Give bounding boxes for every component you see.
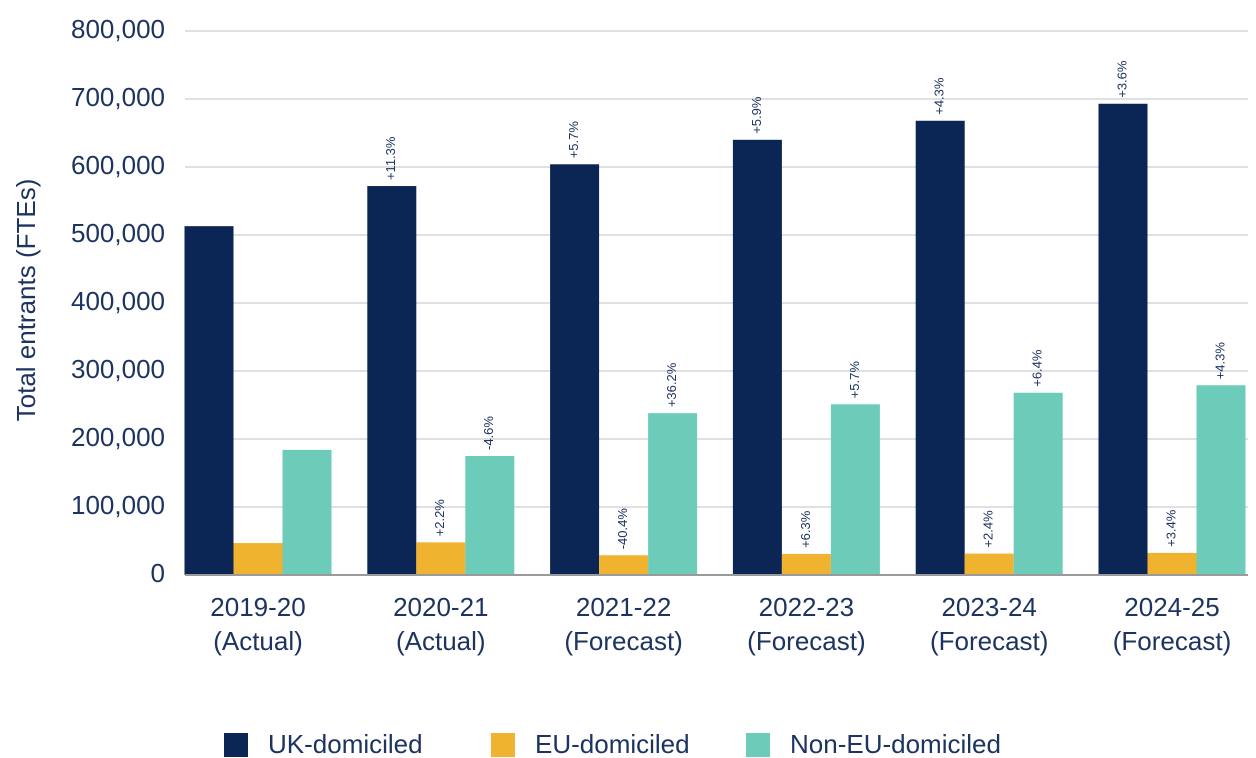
- bar: [233, 543, 283, 575]
- bar: [781, 553, 831, 575]
- change-label: +3.6%: [1114, 60, 1129, 98]
- bar: [599, 555, 649, 575]
- bar: [184, 226, 234, 575]
- y-tick-label: 0: [151, 558, 165, 588]
- y-tick-label: 800,000: [71, 14, 165, 44]
- bar: [1098, 103, 1148, 575]
- x-tick-label: 2022-23 (Forecast): [747, 592, 866, 656]
- bar: [465, 456, 515, 575]
- x-tick-label: 2024-25 (Forecast): [1112, 592, 1232, 656]
- bar: [1013, 392, 1063, 575]
- change-label: -4.6%: [481, 416, 496, 450]
- change-label: +5.7%: [847, 361, 862, 399]
- x-tick-label: 2020-21 (Actual): [393, 592, 489, 656]
- bar: [915, 120, 965, 575]
- bar: [1147, 552, 1197, 575]
- legend-label: EU-domiciled: [535, 729, 690, 758]
- bar: [367, 186, 417, 576]
- change-label: +2.4%: [981, 510, 996, 548]
- y-tick-label: 200,000: [71, 422, 165, 452]
- bar: [1196, 385, 1246, 575]
- legend-label: Non-EU-domiciled: [790, 729, 1001, 758]
- bar: [732, 139, 782, 576]
- change-label: +4.3%: [932, 77, 947, 115]
- change-label: +6.3%: [798, 510, 813, 548]
- y-tick-label: 700,000: [71, 82, 165, 112]
- change-label: +5.9%: [749, 96, 764, 134]
- x-tick-label: 2023-24 (Forecast): [929, 592, 1049, 656]
- change-label: +2.2%: [432, 499, 447, 537]
- y-tick-label: 100,000: [71, 490, 165, 520]
- bar: [416, 542, 466, 575]
- x-tick-label: 2019-20 (Actual): [210, 592, 306, 656]
- change-label: +5.7%: [566, 121, 581, 159]
- x-tick-label: 2021-22 (Forecast): [564, 592, 683, 656]
- y-tick-label: 600,000: [71, 150, 165, 180]
- change-label: -40.4%: [615, 508, 630, 550]
- legend-swatch: [491, 733, 515, 757]
- y-tick-label: 400,000: [71, 286, 165, 316]
- legend-swatch: [746, 733, 770, 757]
- change-label: +6.4%: [1030, 349, 1045, 387]
- bar: [964, 553, 1014, 575]
- change-label: +11.3%: [383, 136, 398, 180]
- y-axis-title: Total entrants (FTEs): [11, 179, 41, 422]
- legend-label: UK-domiciled: [268, 729, 423, 758]
- y-tick-label: 300,000: [71, 354, 165, 384]
- change-label: +3.4%: [1163, 509, 1178, 547]
- bar: [550, 164, 600, 575]
- y-tick-label: 500,000: [71, 218, 165, 248]
- bar: [648, 413, 698, 575]
- change-label: +4.3%: [1212, 342, 1227, 380]
- change-label: +36.2%: [664, 362, 679, 407]
- legend-swatch: [224, 733, 248, 757]
- bar: [830, 404, 880, 575]
- bar: [282, 449, 332, 575]
